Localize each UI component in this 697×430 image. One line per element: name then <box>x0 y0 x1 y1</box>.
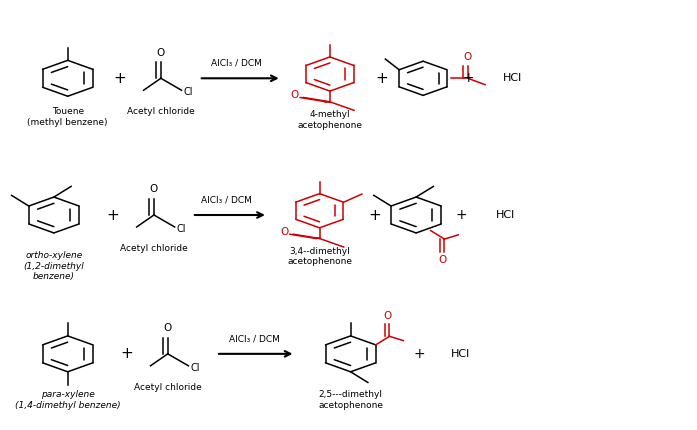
Text: +: + <box>455 208 467 222</box>
Text: AlCl₃ / DCM: AlCl₃ / DCM <box>201 195 252 204</box>
Text: O: O <box>383 311 392 321</box>
Text: +: + <box>120 346 132 361</box>
Text: O: O <box>438 255 447 265</box>
Text: HCl: HCl <box>503 73 521 83</box>
Text: Cl: Cl <box>183 87 193 97</box>
Text: 4-methyl
acetophenone: 4-methyl acetophenone <box>298 111 362 130</box>
Text: O: O <box>291 90 299 100</box>
Text: para-xylene
(1,4-dimethyl benzene): para-xylene (1,4-dimethyl benzene) <box>15 390 121 409</box>
Text: +: + <box>106 208 119 222</box>
Text: +: + <box>113 71 126 86</box>
Text: Acetyl chloride: Acetyl chloride <box>120 244 187 253</box>
Text: Cl: Cl <box>190 363 200 373</box>
Text: Acetyl chloride: Acetyl chloride <box>134 383 201 392</box>
Text: Cl: Cl <box>177 224 186 234</box>
Text: O: O <box>464 52 472 62</box>
Text: +: + <box>375 71 388 86</box>
Text: O: O <box>164 323 172 333</box>
Text: AlCl₃ / DCM: AlCl₃ / DCM <box>229 334 279 343</box>
Text: ortho-xylene
(1,2-dimethyl
benzene): ortho-xylene (1,2-dimethyl benzene) <box>24 251 84 281</box>
Text: AlCl₃ / DCM: AlCl₃ / DCM <box>211 58 262 68</box>
Text: O: O <box>157 48 165 58</box>
Text: 3,4--dimethyl
acetophenone: 3,4--dimethyl acetophenone <box>287 247 352 267</box>
Text: O: O <box>280 227 289 237</box>
Text: +: + <box>462 71 474 85</box>
Text: HCl: HCl <box>496 210 515 220</box>
Text: +: + <box>369 208 381 222</box>
Text: +: + <box>414 347 425 361</box>
Text: 2,5---dimethyl
acetophenone: 2,5---dimethyl acetophenone <box>318 390 383 409</box>
Text: Touene
(methyl benzene): Touene (methyl benzene) <box>27 108 108 127</box>
Text: O: O <box>150 184 158 194</box>
Text: Acetyl chloride: Acetyl chloride <box>127 108 194 117</box>
Text: HCl: HCl <box>451 349 470 359</box>
